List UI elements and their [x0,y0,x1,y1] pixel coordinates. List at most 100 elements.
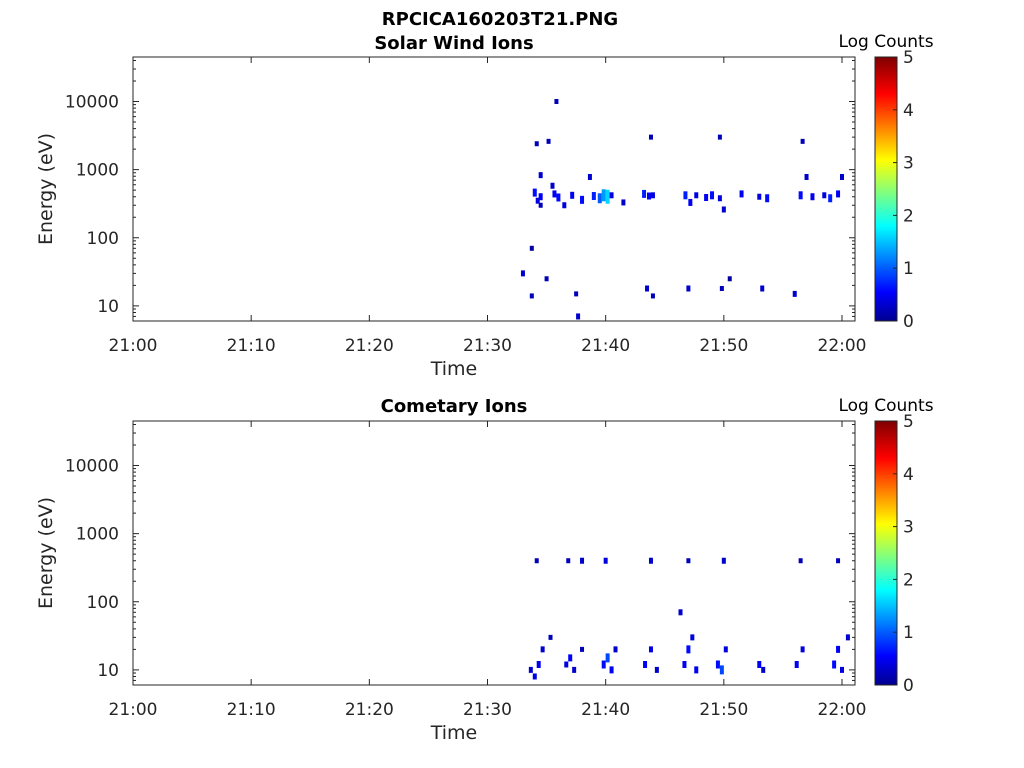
panel1-y-tick-label: 10 [97,297,119,317]
panel1-heatmap-cell [710,191,715,200]
panel1-y-axis-label: Energy (eV) [35,133,57,245]
panel2-colorbar [874,420,898,686]
panel1-heatmap-cell [601,189,606,202]
panel1-heatmap-cell [576,313,581,320]
panel1-colorbar-tick-label: 1 [903,259,914,279]
panel2-heatmap-cell [694,666,699,674]
panel2-heatmap-cell [605,653,610,663]
panel1-colorbar-tick-label: 0 [903,312,914,332]
panel2-heatmap-cell [564,661,569,668]
panel1-heatmap-cell [538,202,543,208]
panel2-heatmap-cell [532,673,537,680]
panel1-title: Solar Wind Ions [374,33,533,54]
panel1-y-tick-label: 1000 [76,161,119,181]
panel1-plot-area [132,56,856,322]
panel2-heatmap-cell [690,634,695,641]
panel1-heatmap-cell [704,193,709,201]
panel2-x-tick-label: 21:50 [699,700,748,720]
panel1-colorbar-label: Log Counts [838,32,933,52]
panel1-heatmap-cell [552,190,557,198]
panel1-heatmap-cell [538,172,543,179]
panel1-x-tick-label: 21:20 [345,336,394,356]
panel2-heatmap-cell [548,634,553,640]
panel1-heatmap-cell [822,192,827,199]
panel1-heatmap-cell [810,193,815,201]
panel2-colorbar-tick-label: 3 [903,518,914,538]
panel2-x-axis-label: Time [430,722,478,744]
panel2-colorbar-label: Log Counts [838,396,933,416]
panel2-heatmap-cell [832,660,837,669]
panel2-x-tick-label: 21:20 [345,700,394,720]
panel2-heatmap-cell [528,666,533,673]
panel2-heatmap-cell [580,646,585,652]
panel2-x-tick-label: 21:30 [463,700,512,720]
panel1-heatmap-cell [694,192,699,199]
panel2-heatmap-cell [715,660,720,669]
panel1-heatmap-cell [556,193,561,202]
panel1-heatmap-cell [648,134,653,140]
panel1-heatmap-cell [546,138,551,144]
panel2-colorbar-tick-label: 5 [903,412,914,432]
panel1-colorbar-tick-label: 2 [903,206,914,226]
panel1-heatmap-cell [719,285,724,291]
panel2-heatmap-cell [580,557,585,564]
panel2-heatmap-cell [800,646,805,653]
panel2-heatmap-cell [609,666,614,674]
panel1-x-tick-label: 21:00 [109,336,158,356]
panel1-heatmap-cell [686,285,691,292]
panel1-heatmap-cell [520,270,525,277]
panel1-colorbar-tick-label: 4 [903,101,914,121]
panel2-heatmap-cell [601,660,606,669]
panel2-heatmap-cell [536,660,541,668]
panel1-heatmap-cell [538,193,543,201]
panel1-heatmap-cell [765,194,770,203]
panel1-heatmap-cell [544,276,549,282]
panel2-heatmap-cell [643,660,648,668]
panel2-heatmap-cell [648,646,653,653]
panel1-x-tick-label: 21:50 [699,336,748,356]
panel1-heatmap-cell [717,195,722,202]
panel2-title: Cometary Ions [381,396,528,417]
panel1-heatmap-cell [580,195,585,204]
panel2-y-tick-label: 10 [97,661,119,681]
panel1-x-tick-label: 22:00 [818,336,867,356]
figure-title: RPCICA160203T21.PNG [382,9,618,30]
panel2-colorbar-tick-label: 1 [903,623,914,643]
panel1-heatmap-cell [828,194,833,203]
panel1-heatmap-cell [688,198,693,206]
panel1-heatmap-cell [650,192,655,199]
panel2-heatmap-cell [794,660,799,668]
panel1-y-tick-label: 100 [87,229,119,249]
panel2-heatmap-cell [836,558,841,564]
panel1-heatmap-cell [529,245,534,251]
panel1-heatmap-cell [642,189,647,198]
panel1-heatmap-cell [717,134,722,140]
panel1-heatmap-cell [840,173,844,180]
panel2-heatmap-cell [566,558,571,564]
panel2-heatmap-cell [845,634,850,641]
panel1-heatmap-cell [562,202,567,209]
panel2-colorbar-tick-label: 0 [903,676,914,696]
panel1-heatmap-cell [605,189,610,204]
panel1-x-tick-label: 21:30 [463,336,512,356]
panel1-heatmap-cell [591,192,596,201]
panel2-plot-area [132,420,856,686]
panel1-heatmap-cell [760,285,765,292]
panel2-heatmap-cell [572,666,577,673]
panel2-heatmap-cell [682,660,687,668]
panel1-heatmap-cell [574,291,579,297]
panel2-y-axis-label: Energy (eV) [35,497,57,609]
panel1-heatmap-cell [650,293,655,299]
panel2-x-tick-label: 22:00 [818,700,867,720]
panel1-heatmap-cell [757,193,762,200]
panel2-heatmap-cell [761,666,766,673]
panel1-heatmap-cell [535,197,540,204]
panel1-heatmap-cell [529,293,534,299]
panel1-colorbar [874,56,898,322]
panel2-heatmap-cell [723,646,728,653]
panel2-y-tick-label: 1000 [76,525,119,545]
panel1-heatmap-cell [836,190,841,198]
panel1-heatmap-cell [721,206,726,213]
panel2-heatmap-cell [678,609,683,616]
